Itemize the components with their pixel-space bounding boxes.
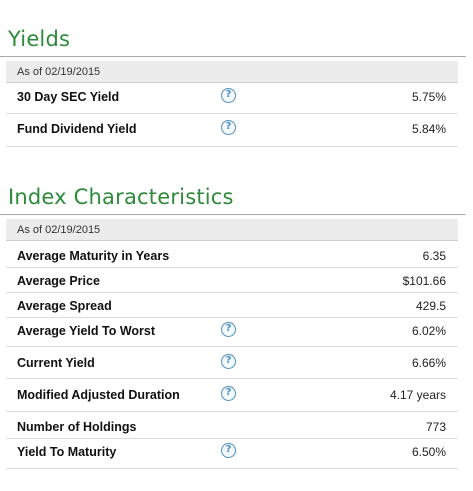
row-value: 429.5: [415, 299, 446, 313]
row-divider: [6, 468, 458, 469]
row-value: 5.75%: [411, 90, 446, 104]
help-icon[interactable]: ?: [221, 88, 236, 103]
row-divider: [6, 438, 458, 439]
help-icon[interactable]: ?: [221, 386, 236, 401]
row-value: 5.84%: [411, 122, 446, 136]
row-divider: [6, 317, 458, 318]
row-value: 6.50%: [411, 445, 446, 459]
row-divider: [6, 292, 458, 293]
help-icon[interactable]: ?: [221, 443, 236, 458]
row-divider: [6, 378, 458, 379]
row-divider: [6, 113, 458, 114]
yields-title-rule: [0, 56, 466, 57]
row-divider: [6, 346, 458, 347]
row-divider: [6, 146, 458, 147]
index-as-of: As of 02/19/2015: [6, 219, 458, 241]
row-value: 4.17 years: [389, 388, 446, 402]
row-label: Number of Holdings: [17, 420, 137, 434]
row-label: Fund Dividend Yield: [17, 122, 137, 136]
row-label: Average Price: [17, 274, 100, 288]
help-icon[interactable]: ?: [221, 354, 236, 369]
help-icon[interactable]: ?: [221, 120, 236, 135]
row-label: Current Yield: [17, 356, 95, 370]
row-value: 6.35: [422, 249, 446, 263]
yields-as-of: As of 02/19/2015: [6, 61, 458, 83]
row-value: 6.66%: [411, 356, 446, 370]
yields-title: Yields: [8, 27, 71, 51]
row-divider: [6, 411, 458, 412]
index-title: Index Characteristics: [8, 185, 234, 209]
row-label: Average Spread: [17, 299, 112, 313]
row-value: 6.02%: [411, 324, 446, 338]
row-label: Average Yield To Worst: [17, 324, 156, 338]
row-label: Average Maturity in Years: [17, 249, 170, 263]
row-divider: [6, 267, 458, 268]
index-title-rule: [0, 214, 466, 215]
row-label: Modified Adjusted Duration: [17, 388, 180, 402]
row-label: Yield To Maturity: [17, 445, 117, 459]
help-icon[interactable]: ?: [221, 322, 236, 337]
row-value: 773: [425, 420, 446, 434]
row-value: $101.66: [402, 274, 446, 288]
row-label: 30 Day SEC Yield: [17, 90, 120, 104]
